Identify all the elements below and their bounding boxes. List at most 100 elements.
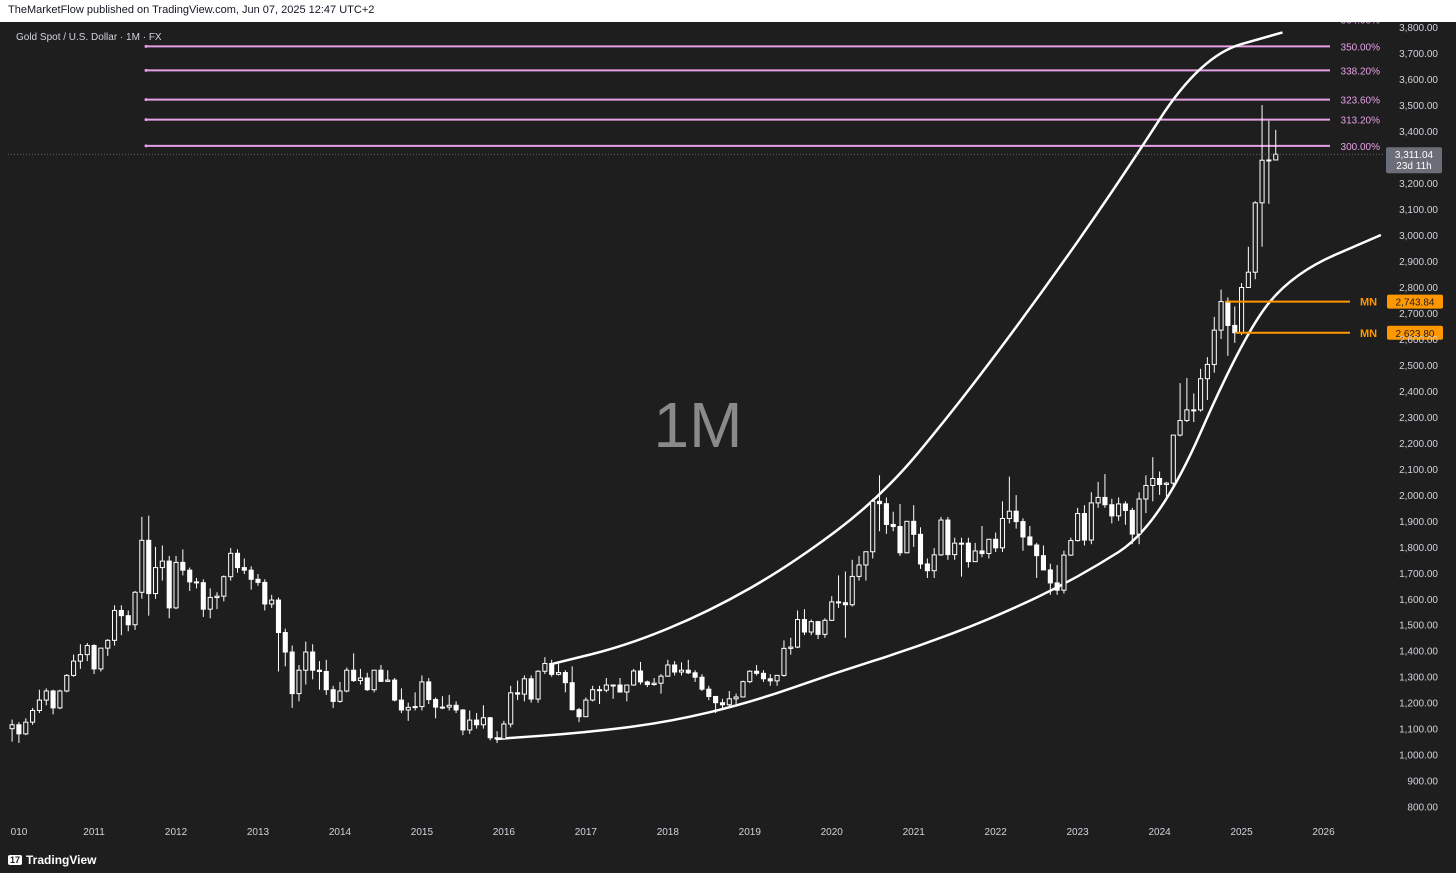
candle-body-144 xyxy=(993,538,999,549)
candle-body-112 xyxy=(774,674,780,682)
candle-body-32 xyxy=(228,552,234,578)
candle-body-105 xyxy=(726,698,732,706)
candle-body-165 xyxy=(1136,498,1142,535)
candle-body-62 xyxy=(433,699,439,708)
y-tick-label-27: 3,500.00 xyxy=(1399,101,1438,112)
candle-body-38 xyxy=(269,599,275,605)
candle-body-26 xyxy=(187,569,193,583)
candle-body-18 xyxy=(132,591,138,626)
candle-body-49 xyxy=(344,669,350,692)
candle-body-154 xyxy=(1061,554,1067,591)
price-axis[interactable]: 800.00 900.00 1,000.00 1,100.00 1,200.00 1,30… xyxy=(1399,23,1438,813)
chart-title: Gold Spot / U.S. Dollar · 1M · FX xyxy=(16,32,162,43)
candle-body-147 xyxy=(1013,510,1019,523)
candle-body-130 xyxy=(897,526,903,554)
candle-body-61 xyxy=(426,681,432,701)
footer: 17 TradingView xyxy=(0,848,1456,873)
candle-body-37 xyxy=(262,581,268,605)
candle-body-185 xyxy=(1273,153,1279,161)
candle-body-80 xyxy=(556,672,562,675)
candle-body-19 xyxy=(139,539,145,593)
candle-body-51 xyxy=(357,677,363,682)
price-chart[interactable]: Gold Spot / U.S. Dollar · 1M · FX 1M 300… xyxy=(0,22,1456,848)
candle-body-8 xyxy=(64,674,70,692)
candle-body-158 xyxy=(1088,502,1094,541)
candle-body-91 xyxy=(631,670,637,686)
candle-body-178 xyxy=(1225,301,1231,326)
candle-body-129 xyxy=(890,523,896,528)
current-price-badge xyxy=(1386,147,1442,174)
tradingview-logo[interactable]: 17 TradingView xyxy=(8,853,96,867)
candle-body-124 xyxy=(856,564,862,577)
candle-body-183 xyxy=(1259,159,1265,204)
candle-body-68 xyxy=(474,719,480,726)
fib-anchor-0 xyxy=(144,144,148,148)
candle-body-143 xyxy=(986,538,992,555)
x-tick-label-13: 2023 xyxy=(1067,827,1090,838)
candle-body-11 xyxy=(84,645,90,656)
candle-body-137 xyxy=(945,519,951,556)
candle-body-157 xyxy=(1081,513,1087,541)
candle-body-47 xyxy=(330,689,336,702)
candle-body-136 xyxy=(938,519,944,556)
candle-body-125 xyxy=(863,551,869,566)
candle-body-93 xyxy=(644,681,650,686)
x-tick-label-15: 2025 xyxy=(1230,827,1253,838)
candle-body-67 xyxy=(467,719,473,731)
candle-body-99 xyxy=(685,669,691,674)
x-tick-label-0: 010 xyxy=(11,827,28,838)
candle-body-59 xyxy=(412,706,418,709)
growth-channel xyxy=(495,31,1382,741)
y-tick-label-8: 1,600.00 xyxy=(1399,595,1438,606)
y-tick-label-20: 2,800.00 xyxy=(1399,283,1438,294)
candle-body-25 xyxy=(180,561,186,571)
candle-body-132 xyxy=(911,520,917,535)
candle-body-28 xyxy=(200,582,206,610)
candle-body-179 xyxy=(1232,324,1238,334)
y-tick-label-23: 3,100.00 xyxy=(1399,205,1438,216)
candle-body-159 xyxy=(1095,496,1101,504)
candle-body-134 xyxy=(924,563,930,572)
fib-label-1: 313.20% xyxy=(1341,116,1381,127)
publisher-text: TheMarketFlow published on TradingView.c… xyxy=(8,4,375,16)
x-tick-label-2: 2012 xyxy=(165,827,188,838)
fib-extension-levels: 300.00% 313.20% 323.60% 338.20% 350.00% 364.0… xyxy=(144,22,1381,153)
x-tick-label-7: 2017 xyxy=(575,827,598,838)
x-tick-label-9: 2019 xyxy=(739,827,762,838)
candle-body-87 xyxy=(603,684,609,691)
candle-body-39 xyxy=(275,599,282,634)
candle-body-182 xyxy=(1252,202,1258,273)
y-tick-label-28: 3,600.00 xyxy=(1399,75,1438,86)
y-tick-label-13: 2,100.00 xyxy=(1399,465,1438,476)
y-tick-label-12: 2,000.00 xyxy=(1399,491,1438,502)
candle-body-76 xyxy=(528,678,534,700)
candle-body-12 xyxy=(91,645,97,670)
candle-body-65 xyxy=(453,704,459,711)
time-axis[interactable]: 010 2011 2012 2013 2014 2015 2016 2017 2018 2019 2… xyxy=(11,827,1335,838)
candle-body-83 xyxy=(576,709,582,718)
y-tick-label-2: 1,000.00 xyxy=(1399,751,1438,762)
candle-body-163 xyxy=(1122,503,1128,511)
fib-anchor-3 xyxy=(144,68,148,72)
candle-body-174 xyxy=(1198,378,1204,411)
candle-body-120 xyxy=(829,601,835,621)
y-tick-label-15: 2,300.00 xyxy=(1399,413,1438,424)
candle-body-92 xyxy=(637,670,644,683)
candle-body-167 xyxy=(1150,477,1156,486)
candle-body-109 xyxy=(754,670,760,674)
candle-body-16 xyxy=(118,609,124,617)
candle-body-169 xyxy=(1163,482,1169,485)
y-tick-label-19: 2,700.00 xyxy=(1399,309,1438,320)
candle-body-171 xyxy=(1177,420,1183,436)
candle-body-113 xyxy=(781,647,787,676)
candle-body-6 xyxy=(50,690,56,709)
candle-body-42 xyxy=(296,669,302,695)
candle-body-151 xyxy=(1040,555,1047,571)
candle-body-108 xyxy=(747,670,753,683)
candle-body-52 xyxy=(364,677,370,691)
candle-body-150 xyxy=(1034,544,1040,557)
y-tick-label-11: 1,900.00 xyxy=(1399,517,1438,528)
x-tick-label-4: 2014 xyxy=(329,827,352,838)
candle-body-135 xyxy=(931,554,937,572)
candle-body-21 xyxy=(152,567,159,595)
